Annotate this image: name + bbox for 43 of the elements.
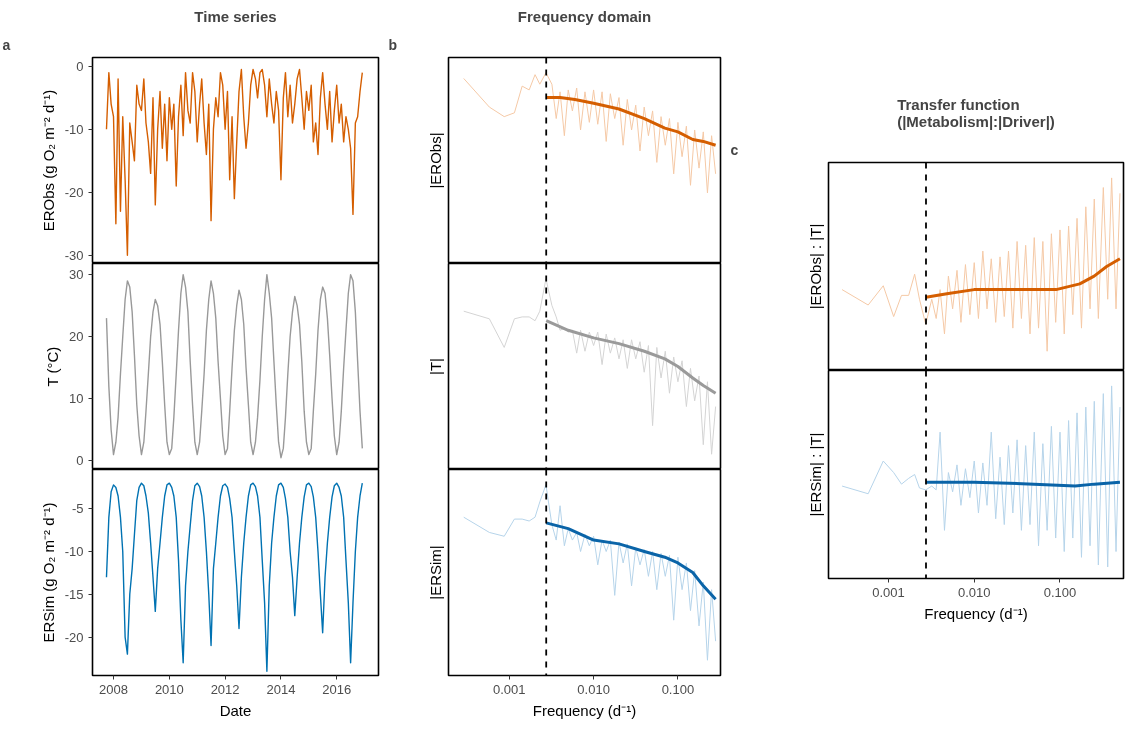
x-tick-label: 2008 [99,681,128,697]
x-tick-label: 0.100 [1043,584,1077,600]
y-tick-label: -30 [64,247,84,263]
x-tick-label: 0.100 [661,681,695,697]
x-tick-label: 0.001 [872,584,905,600]
y-tick-label: 0 [76,453,84,469]
chart-title: Time series [194,7,277,25]
x-tick-label: 0.010 [577,681,610,697]
y-axis-title: |ERSim| [426,545,444,600]
text: b [388,36,398,53]
x-axis-title: Date [219,701,252,719]
y-tick-label: 0 [76,58,84,74]
y-tick-label: -20 [64,629,84,645]
text: c [730,141,739,158]
x-tick-label: 2010 [154,681,184,697]
chart-title: Transfer function (|Metabolism|:|Driver|) [897,95,1055,130]
line-series [105,482,364,672]
y-axis-title: |ERSim| : |T| [806,432,824,517]
y-tick-label: -10 [64,544,84,560]
y-tick-label: -10 [64,121,84,137]
line-series [105,273,364,459]
chart-title: Frequency domain [517,7,652,25]
y-tick-label: 20 [69,329,84,345]
x-tick-label: 0.001 [493,681,526,697]
x-tick-label: 2014 [266,681,296,697]
y-axis-title: ERSim (g O₂ m⁻² d⁻¹) [39,502,57,643]
y-tick-label: -20 [64,184,84,200]
x-tick-label: 0.010 [957,584,991,600]
y-axis-title: |ERObs| [426,132,444,189]
y-tick-label: -15 [64,586,84,602]
text: a [2,36,11,53]
y-axis-title: |ERObs| : |T| [806,223,824,310]
x-axis-title: Frequency (d⁻¹) [532,701,637,719]
x-tick-label: 2012 [210,681,240,697]
x-tick-label: 2016 [322,681,352,697]
y-axis-title: |T| [426,358,444,375]
line-series [105,68,364,257]
y-axis-title: ERObs (g O₂ m⁻² d⁻¹) [39,89,57,232]
y-tick-label: -5 [71,501,84,517]
y-tick-label: 10 [69,391,84,407]
x-axis-title: Frequency (d⁻¹) [924,604,1028,622]
y-tick-label: 30 [69,267,84,283]
y-axis-title: T (°C) [44,346,62,387]
